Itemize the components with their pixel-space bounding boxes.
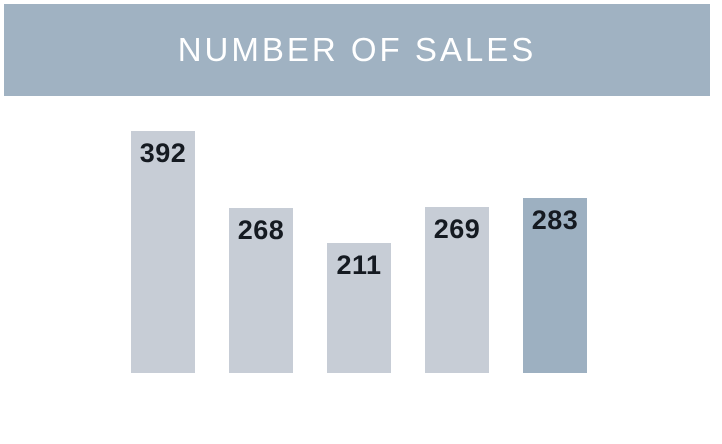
bar-2022: 268 [229,208,293,373]
bar-2024: 269 [425,207,489,373]
bar-value-2024: 269 [433,214,481,244]
bar-2025: 283 [523,198,587,373]
bar-2023: 211 [327,243,391,373]
bar-value-2022: 268 [237,215,285,245]
chart-title-banner: NUMBER OF SALES [4,4,710,96]
bar-2021: 392 [131,131,195,373]
bar-value-2023: 211 [336,250,382,280]
bar-value-2025: 283 [531,205,579,235]
chart-title: NUMBER OF SALES [177,31,537,68]
plot-area: 392 268 211 269 283 2021 2022 2023 2024 … [0,96,722,444]
bar-value-2021: 392 [139,138,187,168]
